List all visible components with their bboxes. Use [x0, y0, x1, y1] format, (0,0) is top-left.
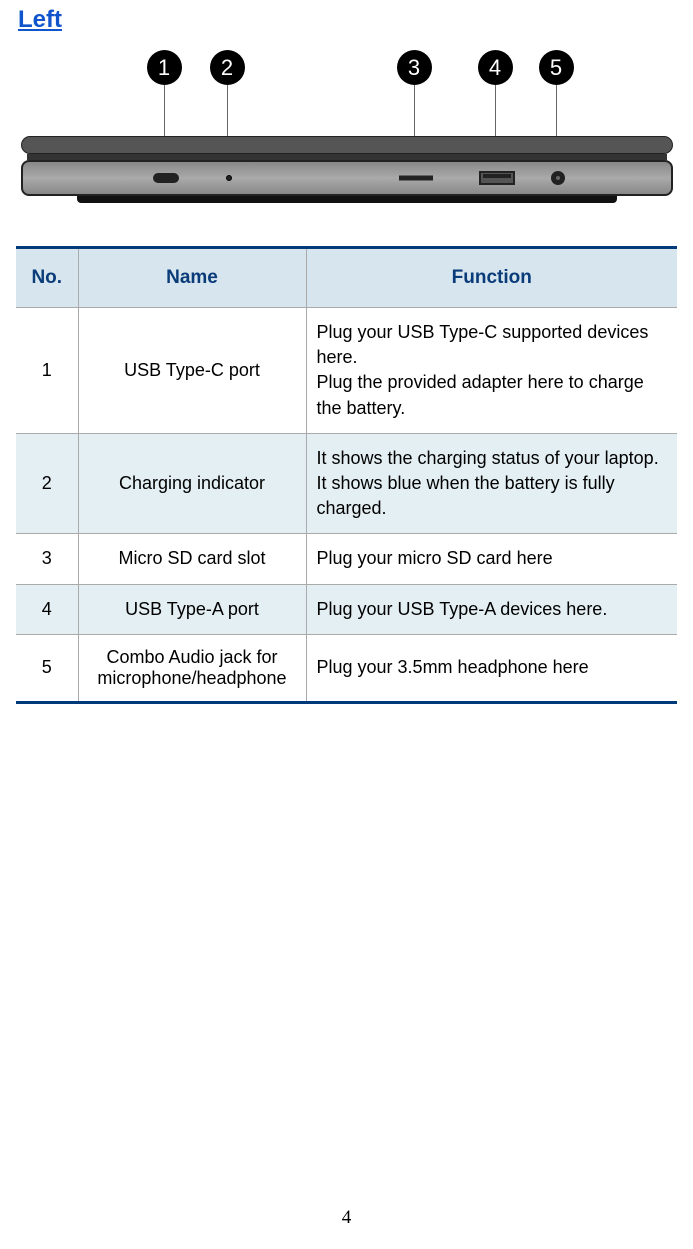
cell-no: 5	[16, 634, 78, 702]
cell-function: Plug your USB Type-C supported devices h…	[306, 308, 677, 434]
callout-circle: 3	[397, 50, 432, 85]
callout-circle: 4	[478, 50, 513, 85]
audio-jack-icon	[551, 171, 565, 185]
table-header-name: Name	[78, 248, 306, 308]
cell-name: Combo Audio jack for microphone/headphon…	[78, 634, 306, 702]
cell-function: Plug your USB Type-A devices here.	[306, 584, 677, 634]
section-title: Left	[18, 6, 677, 34]
callout-circle: 2	[210, 50, 245, 85]
usb-c-port-icon	[153, 173, 179, 183]
cell-no: 2	[16, 433, 78, 534]
table-header-no: No.	[16, 248, 78, 308]
cell-no: 3	[16, 534, 78, 584]
table-row: 4USB Type-A portPlug your USB Type-A dev…	[16, 584, 677, 634]
cell-name: Charging indicator	[78, 433, 306, 534]
callout-circle: 1	[147, 50, 182, 85]
laptop-side-diagram: 12 3 45	[21, 50, 673, 210]
table-row: 3Micro SD card slotPlug your micro SD ca…	[16, 534, 677, 584]
table-row: 5Combo Audio jack for microphone/headpho…	[16, 634, 677, 702]
cell-name: USB Type-A port	[78, 584, 306, 634]
usb-a-port-icon	[479, 171, 515, 185]
table-header-function: Function	[306, 248, 677, 308]
charging-led-icon	[226, 175, 232, 181]
cell-no: 1	[16, 308, 78, 434]
cell-no: 4	[16, 584, 78, 634]
ports-table: No. Name Function 1USB Type-C portPlug y…	[16, 246, 677, 704]
table-row: 2Charging indicatorIt shows the charging…	[16, 433, 677, 534]
callout-circle: 5	[539, 50, 574, 85]
cell-function: It shows the charging status of your lap…	[306, 433, 677, 534]
cell-name: Micro SD card slot	[78, 534, 306, 584]
cell-name: USB Type-C port	[78, 308, 306, 434]
laptop-illustration	[21, 136, 673, 208]
cell-function: Plug your 3.5mm headphone here	[306, 634, 677, 702]
micro-sd-slot-icon	[399, 176, 433, 181]
cell-function: Plug your micro SD card here	[306, 534, 677, 584]
page-number: 4	[342, 1207, 352, 1229]
table-row: 1USB Type-C portPlug your USB Type-C sup…	[16, 308, 677, 434]
